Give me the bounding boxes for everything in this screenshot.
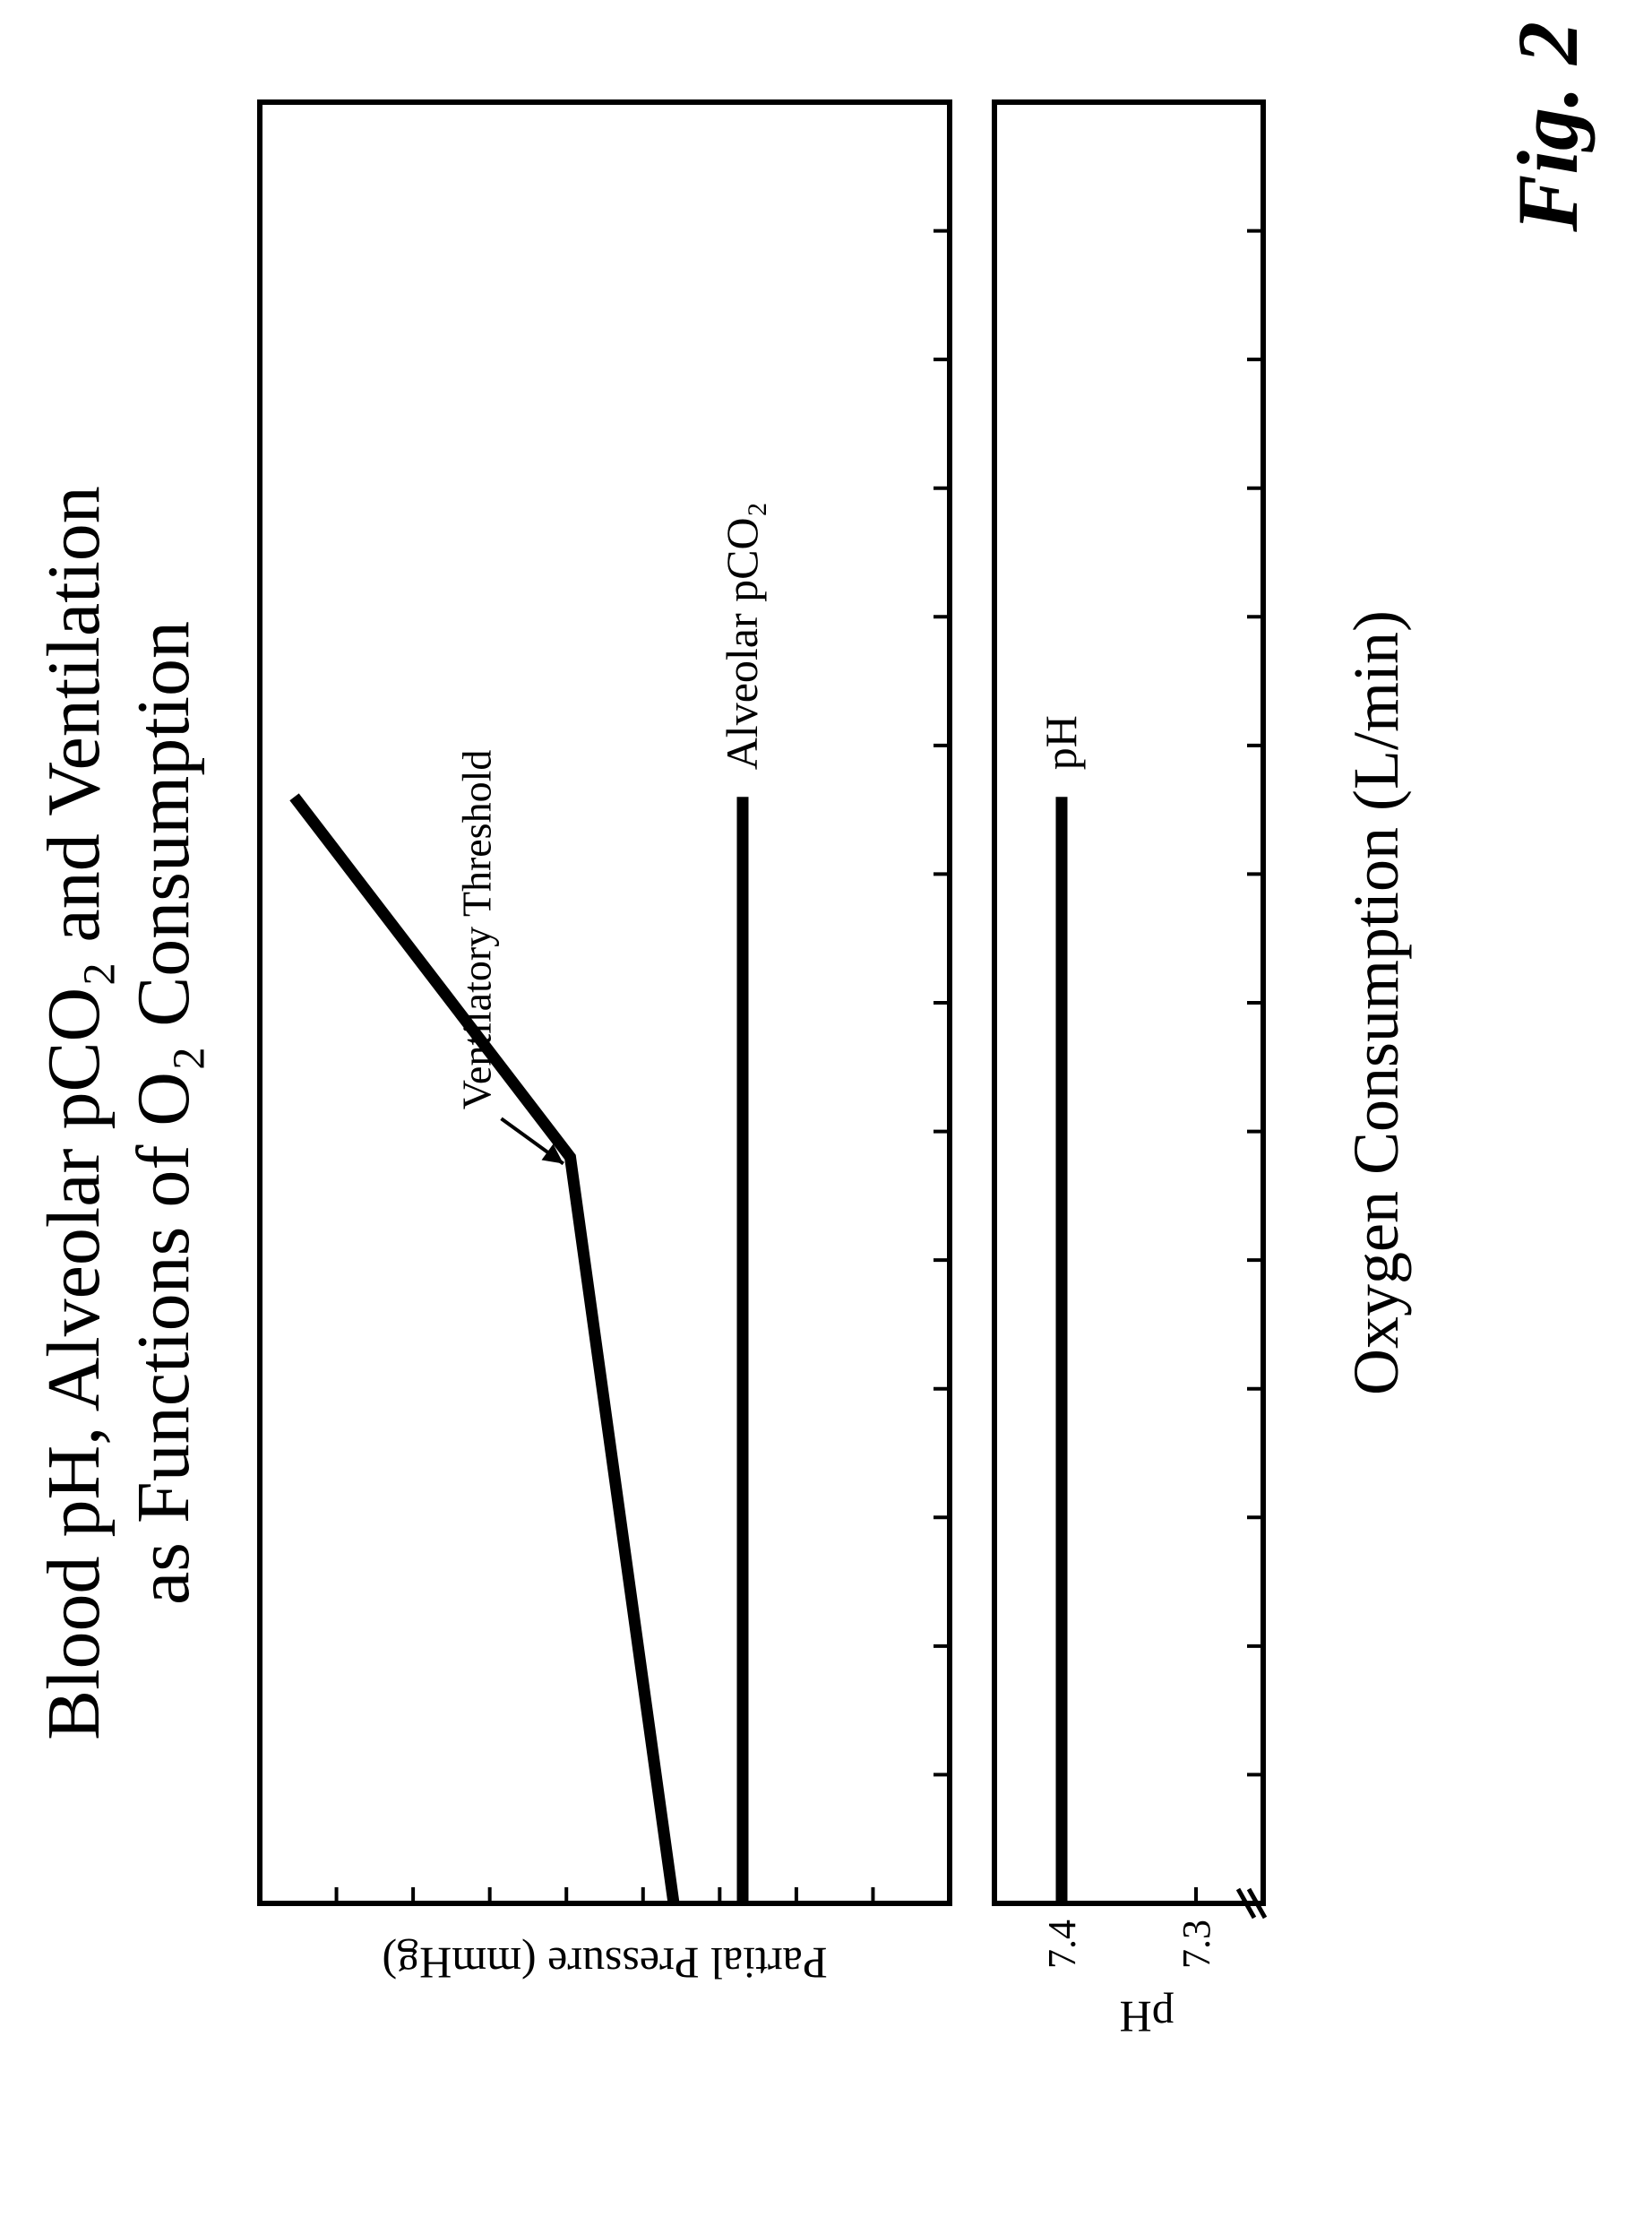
ph-label: pH <box>1036 715 1086 770</box>
xaxis-label: Oxygen Consumption (L/min) <box>1340 610 1412 1395</box>
bottom-yaxis-label: pH <box>1119 1992 1174 2042</box>
figure-canvas: Blood pH, Alveolar pCO₂ and Ventilationa… <box>0 0 1652 2226</box>
chart-title-line1: Blood pH, Alveolar pCO₂ and Ventilation <box>32 486 116 1740</box>
bottom-ytick-label: 7.4 <box>1040 1920 1084 1969</box>
bottom-panel-border <box>994 102 1263 1903</box>
figure-label: Fig. 2 <box>1500 22 1596 233</box>
chart-title-line2: as Functions of O₂ Consumption <box>122 621 205 1605</box>
alveolar-pco2-label: Alveolar pCO₂ <box>717 502 767 770</box>
top-yaxis-label: Partial Pressure (mmHg) <box>382 1938 827 1989</box>
top-panel-border <box>260 102 950 1903</box>
figure-svg: Blood pH, Alveolar pCO₂ and Ventilationa… <box>0 0 1652 2226</box>
bottom-ytick-label: 7.3 <box>1174 1920 1218 1969</box>
vt-label: Ventilatory Threshold <box>454 750 500 1110</box>
